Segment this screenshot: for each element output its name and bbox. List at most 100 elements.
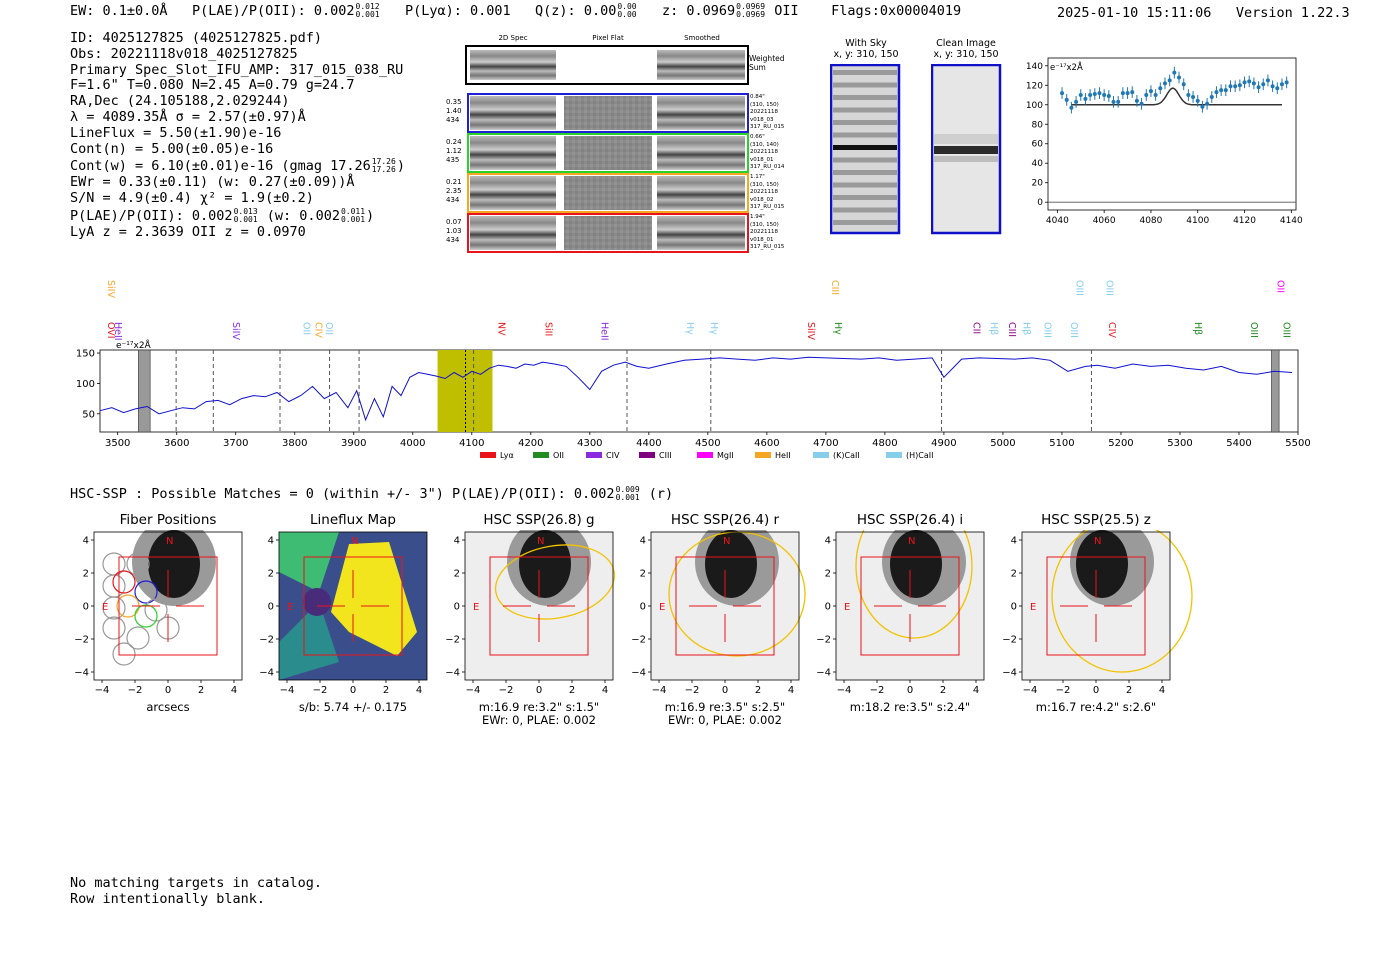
zoom-ytick-label: 120 bbox=[1026, 81, 1043, 91]
zoom-data-point bbox=[1158, 86, 1163, 91]
zoom-xtick-label: 4080 bbox=[1139, 216, 1162, 226]
col-header-smoothed: Smoothed bbox=[684, 34, 720, 42]
cutout-right-value: 317_RU_014 bbox=[750, 164, 785, 171]
legend-swatch bbox=[697, 452, 713, 458]
radec-line: RA,Dec (24.105188,2.029244) bbox=[70, 93, 290, 110]
cutout-2dspec-3 bbox=[470, 176, 556, 210]
full-xtick-label: 5500 bbox=[1285, 438, 1310, 449]
plae2-lo: 0.001 bbox=[233, 214, 258, 224]
aperture-box bbox=[489, 556, 589, 656]
cutout-left-value: 434 bbox=[446, 196, 460, 204]
id-line: ID: 4025127825 (4025127825.pdf) bbox=[70, 30, 322, 46]
legend-swatch bbox=[755, 452, 771, 458]
spectral-line-label: CII bbox=[970, 322, 981, 334]
hsc-ytick-label: 2 bbox=[640, 569, 646, 580]
spectral-line-label: OIII bbox=[1068, 322, 1079, 338]
compass-north: N bbox=[537, 536, 544, 547]
hsc-ytick-label: 4 bbox=[640, 536, 646, 547]
full-xtick-label: 4500 bbox=[695, 438, 720, 449]
full-xtick-label: 4000 bbox=[400, 438, 425, 449]
cutout-pixelflat-1 bbox=[564, 96, 652, 130]
cutout-right-value: (310, 150) bbox=[750, 181, 779, 188]
cutout-right-value: v018_01 bbox=[750, 156, 774, 163]
zoom-data-point bbox=[1139, 101, 1144, 106]
cutout-row-left-1: 0.35 1.40 434 bbox=[446, 98, 462, 125]
spectral-line-label: Hβ bbox=[1021, 322, 1032, 335]
qz-value: Q(z): 0.00 bbox=[535, 3, 617, 19]
cutout-smoothed-4 bbox=[657, 216, 745, 250]
zoom-data-point bbox=[1242, 80, 1247, 85]
hsc-ytick-label: −4 bbox=[816, 668, 831, 679]
hsc-panel-caption: m:16.9 re:3.5" s:2.5" bbox=[664, 700, 786, 714]
hsc-ytick-label: 2 bbox=[268, 569, 274, 580]
full-xtick-label: 5000 bbox=[990, 438, 1015, 449]
hsc-panel-title: HSC SSP(26.4) i bbox=[856, 512, 964, 528]
fiber-circle bbox=[102, 596, 126, 620]
hsc-ytick-label: −2 bbox=[445, 635, 460, 646]
full-xtick-label: 4400 bbox=[636, 438, 661, 449]
hsc-ytick-label: 0 bbox=[1011, 602, 1017, 613]
hsc-ytick-label: −2 bbox=[259, 635, 274, 646]
col-header-2dspec: 2D Spec bbox=[498, 34, 528, 42]
zoom-data-point bbox=[1120, 91, 1125, 96]
cutout-pixelflat-4 bbox=[564, 216, 652, 250]
zoom-data-point bbox=[1219, 88, 1224, 93]
compass-east: E bbox=[102, 602, 108, 613]
cutout-2dspec-2 bbox=[470, 136, 556, 170]
zoom-data-point bbox=[1111, 99, 1116, 104]
full-xtick-label: 4800 bbox=[872, 438, 897, 449]
hsc-xtick-label: −2 bbox=[313, 685, 328, 696]
compass-north: N bbox=[351, 536, 358, 547]
hsc-panel-image: N E −4 −4 −2 −2 0 0 2 2 4 4 bbox=[816, 530, 985, 696]
with-sky-label: With Sky bbox=[845, 38, 887, 49]
hsc-xtick-label: 4 bbox=[973, 685, 979, 696]
hsc-summary-end: (r) bbox=[648, 486, 674, 502]
contn-line: Cont(n) = 5.00(±0.05)e-16 bbox=[70, 140, 274, 157]
compass-north: N bbox=[723, 536, 730, 547]
zoom-data-point bbox=[1256, 85, 1261, 90]
hsc-panel-caption-2: EWr: 0, PLAE: 0.002 bbox=[482, 713, 596, 727]
compass-north: N bbox=[166, 536, 173, 547]
plae2-w: (w: 0.002 bbox=[266, 207, 340, 224]
hsc-ytick-label: 4 bbox=[825, 536, 831, 547]
full-ytick-label: 150 bbox=[76, 349, 95, 360]
cutout-right-value: v018_02 bbox=[750, 196, 774, 203]
hsc-ytick-label: 4 bbox=[454, 536, 460, 547]
full-xtick-label: 4100 bbox=[459, 438, 484, 449]
hsc-ytick-label: 0 bbox=[825, 602, 831, 613]
full-xtick-label: 4300 bbox=[577, 438, 602, 449]
legend-label: MgII bbox=[717, 451, 734, 460]
z-lo: 0.0969 bbox=[736, 10, 766, 19]
timestamp-version: 2025-01-10 15:11:06 Version 1.22.3 bbox=[1057, 5, 1350, 21]
zoom-data-point bbox=[1233, 84, 1238, 89]
z-value: z: 0.0969 bbox=[661, 3, 736, 19]
zoom-data-point bbox=[1200, 104, 1205, 109]
footer-line-1: No matching targets in catalog. bbox=[70, 875, 322, 891]
fiber-circle bbox=[134, 580, 158, 604]
spectral-line-label: SiIV bbox=[805, 322, 816, 340]
galaxy-ellipse bbox=[494, 544, 616, 620]
spectral-line-label: HeII bbox=[112, 322, 123, 341]
aperture-box bbox=[675, 556, 775, 656]
cutout-right-value: v018_01 bbox=[750, 236, 774, 243]
hsc-panel-caption-2: EWr: 0, PLAE: 0.002 bbox=[668, 713, 782, 727]
weighted-sum-2dspec bbox=[470, 50, 556, 80]
cutout-smoothed-3 bbox=[657, 176, 745, 210]
clean-image-label: Clean Image bbox=[936, 38, 996, 49]
legend-label: HeII bbox=[775, 451, 791, 460]
spectral-line-label: HeII bbox=[599, 322, 610, 341]
zoom-data-point bbox=[1284, 80, 1289, 85]
spectral-line-label: OIII bbox=[1103, 280, 1114, 296]
zoom-data-point bbox=[1148, 89, 1153, 94]
legend-label: (K)CaII bbox=[833, 451, 860, 460]
with-sky-image bbox=[830, 64, 901, 235]
zoom-xtick-label: 4060 bbox=[1093, 216, 1116, 226]
hsc-ytick-label: −2 bbox=[631, 635, 646, 646]
plae2-end: ) bbox=[366, 207, 375, 224]
full-xtick-label: 3900 bbox=[341, 438, 366, 449]
hsc-xtick-label: −2 bbox=[128, 685, 143, 696]
zoom-data-point bbox=[1088, 93, 1093, 98]
compass-east: E bbox=[844, 602, 850, 613]
zoom-ytick-label: 20 bbox=[1032, 179, 1044, 189]
full-xtick-label: 3800 bbox=[282, 438, 307, 449]
